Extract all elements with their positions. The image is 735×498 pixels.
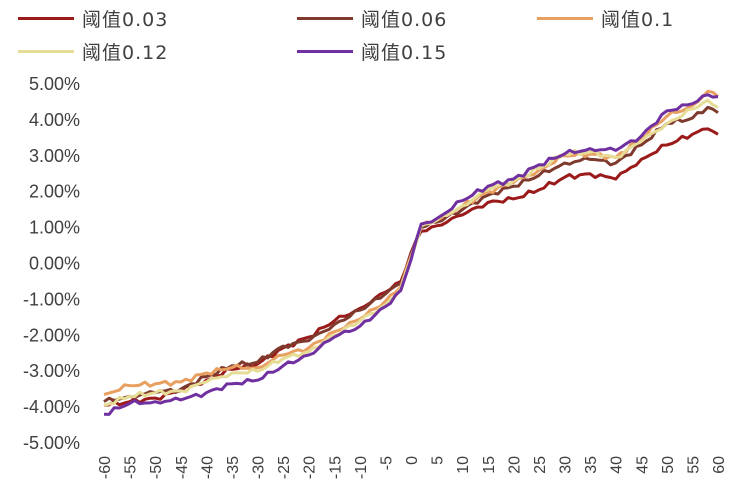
y-tick-label: 0.00% bbox=[29, 254, 80, 274]
legend-item-threshold-0-1: 阈值0.1 bbox=[537, 5, 674, 31]
x-tick-label: -10 bbox=[353, 456, 370, 479]
x-tick-label: -30 bbox=[251, 456, 268, 479]
legend-swatch bbox=[18, 49, 74, 53]
x-tick-label: -20 bbox=[302, 456, 319, 479]
x-tick-label: -35 bbox=[225, 456, 242, 479]
legend-swatch bbox=[297, 49, 353, 53]
x-tick-label: 40 bbox=[609, 456, 626, 474]
x-tick-label: -15 bbox=[327, 456, 344, 479]
y-tick-label: -2.00% bbox=[23, 325, 80, 345]
x-tick-label: 10 bbox=[455, 456, 472, 474]
x-tick-label: -60 bbox=[97, 456, 114, 479]
legend: 阈值0.03 阈值0.06 阈值0.1 阈值0.12 阈值0.15 bbox=[0, 0, 735, 70]
legend-item-threshold-0-06: 阈值0.06 bbox=[297, 5, 447, 31]
x-tick-label: 55 bbox=[685, 456, 702, 474]
y-tick-label: -4.00% bbox=[23, 397, 80, 417]
x-tick-label: -40 bbox=[199, 456, 216, 479]
y-tick-label: 5.00% bbox=[29, 74, 80, 94]
legend-item-threshold-0-15: 阈值0.15 bbox=[297, 38, 447, 64]
legend-swatch bbox=[297, 16, 353, 20]
legend-label: 阈值0.03 bbox=[82, 8, 169, 31]
x-tick-label: 45 bbox=[634, 456, 651, 474]
x-tick-label: 35 bbox=[583, 456, 600, 474]
legend-label: 阈值0.15 bbox=[361, 41, 448, 64]
x-tick-label: 25 bbox=[532, 456, 549, 474]
legend-label: 阈值0.1 bbox=[601, 8, 675, 31]
x-tick-label: 60 bbox=[711, 456, 728, 474]
x-tick-label: 5 bbox=[430, 456, 447, 465]
legend-item-threshold-0-03: 阈值0.03 bbox=[18, 5, 168, 31]
y-tick-label: 3.00% bbox=[29, 146, 80, 166]
legend-swatch bbox=[537, 16, 593, 20]
y-tick-label: -5.00% bbox=[23, 433, 80, 453]
x-tick-label: -45 bbox=[174, 456, 191, 479]
x-tick-label: 30 bbox=[558, 456, 575, 474]
legend-label: 阈值0.12 bbox=[82, 41, 169, 64]
legend-label: 阈值0.06 bbox=[361, 8, 448, 31]
x-tick-label: 0 bbox=[404, 456, 421, 465]
y-tick-label: -1.00% bbox=[23, 289, 80, 309]
x-tick-label: -50 bbox=[148, 456, 165, 479]
series-line-阈值0.03 bbox=[103, 127, 719, 407]
legend-item-threshold-0-12: 阈值0.12 bbox=[18, 38, 168, 64]
y-tick-label: 1.00% bbox=[29, 218, 80, 238]
x-tick-label: 50 bbox=[660, 456, 677, 474]
series-line-阈值0.15 bbox=[103, 93, 719, 416]
series-line-阈值0.1 bbox=[103, 89, 719, 396]
x-tick-label: -25 bbox=[276, 456, 293, 479]
x-tick-label: -5 bbox=[378, 456, 395, 470]
y-tick-label: 2.00% bbox=[29, 182, 80, 202]
x-tick-label: 15 bbox=[481, 456, 498, 474]
x-tick-label: 20 bbox=[506, 456, 523, 474]
x-tick-label: -55 bbox=[123, 456, 140, 479]
y-tick-label: -3.00% bbox=[23, 361, 80, 381]
legend-swatch bbox=[18, 16, 74, 20]
y-tick-label: 4.00% bbox=[29, 110, 80, 130]
